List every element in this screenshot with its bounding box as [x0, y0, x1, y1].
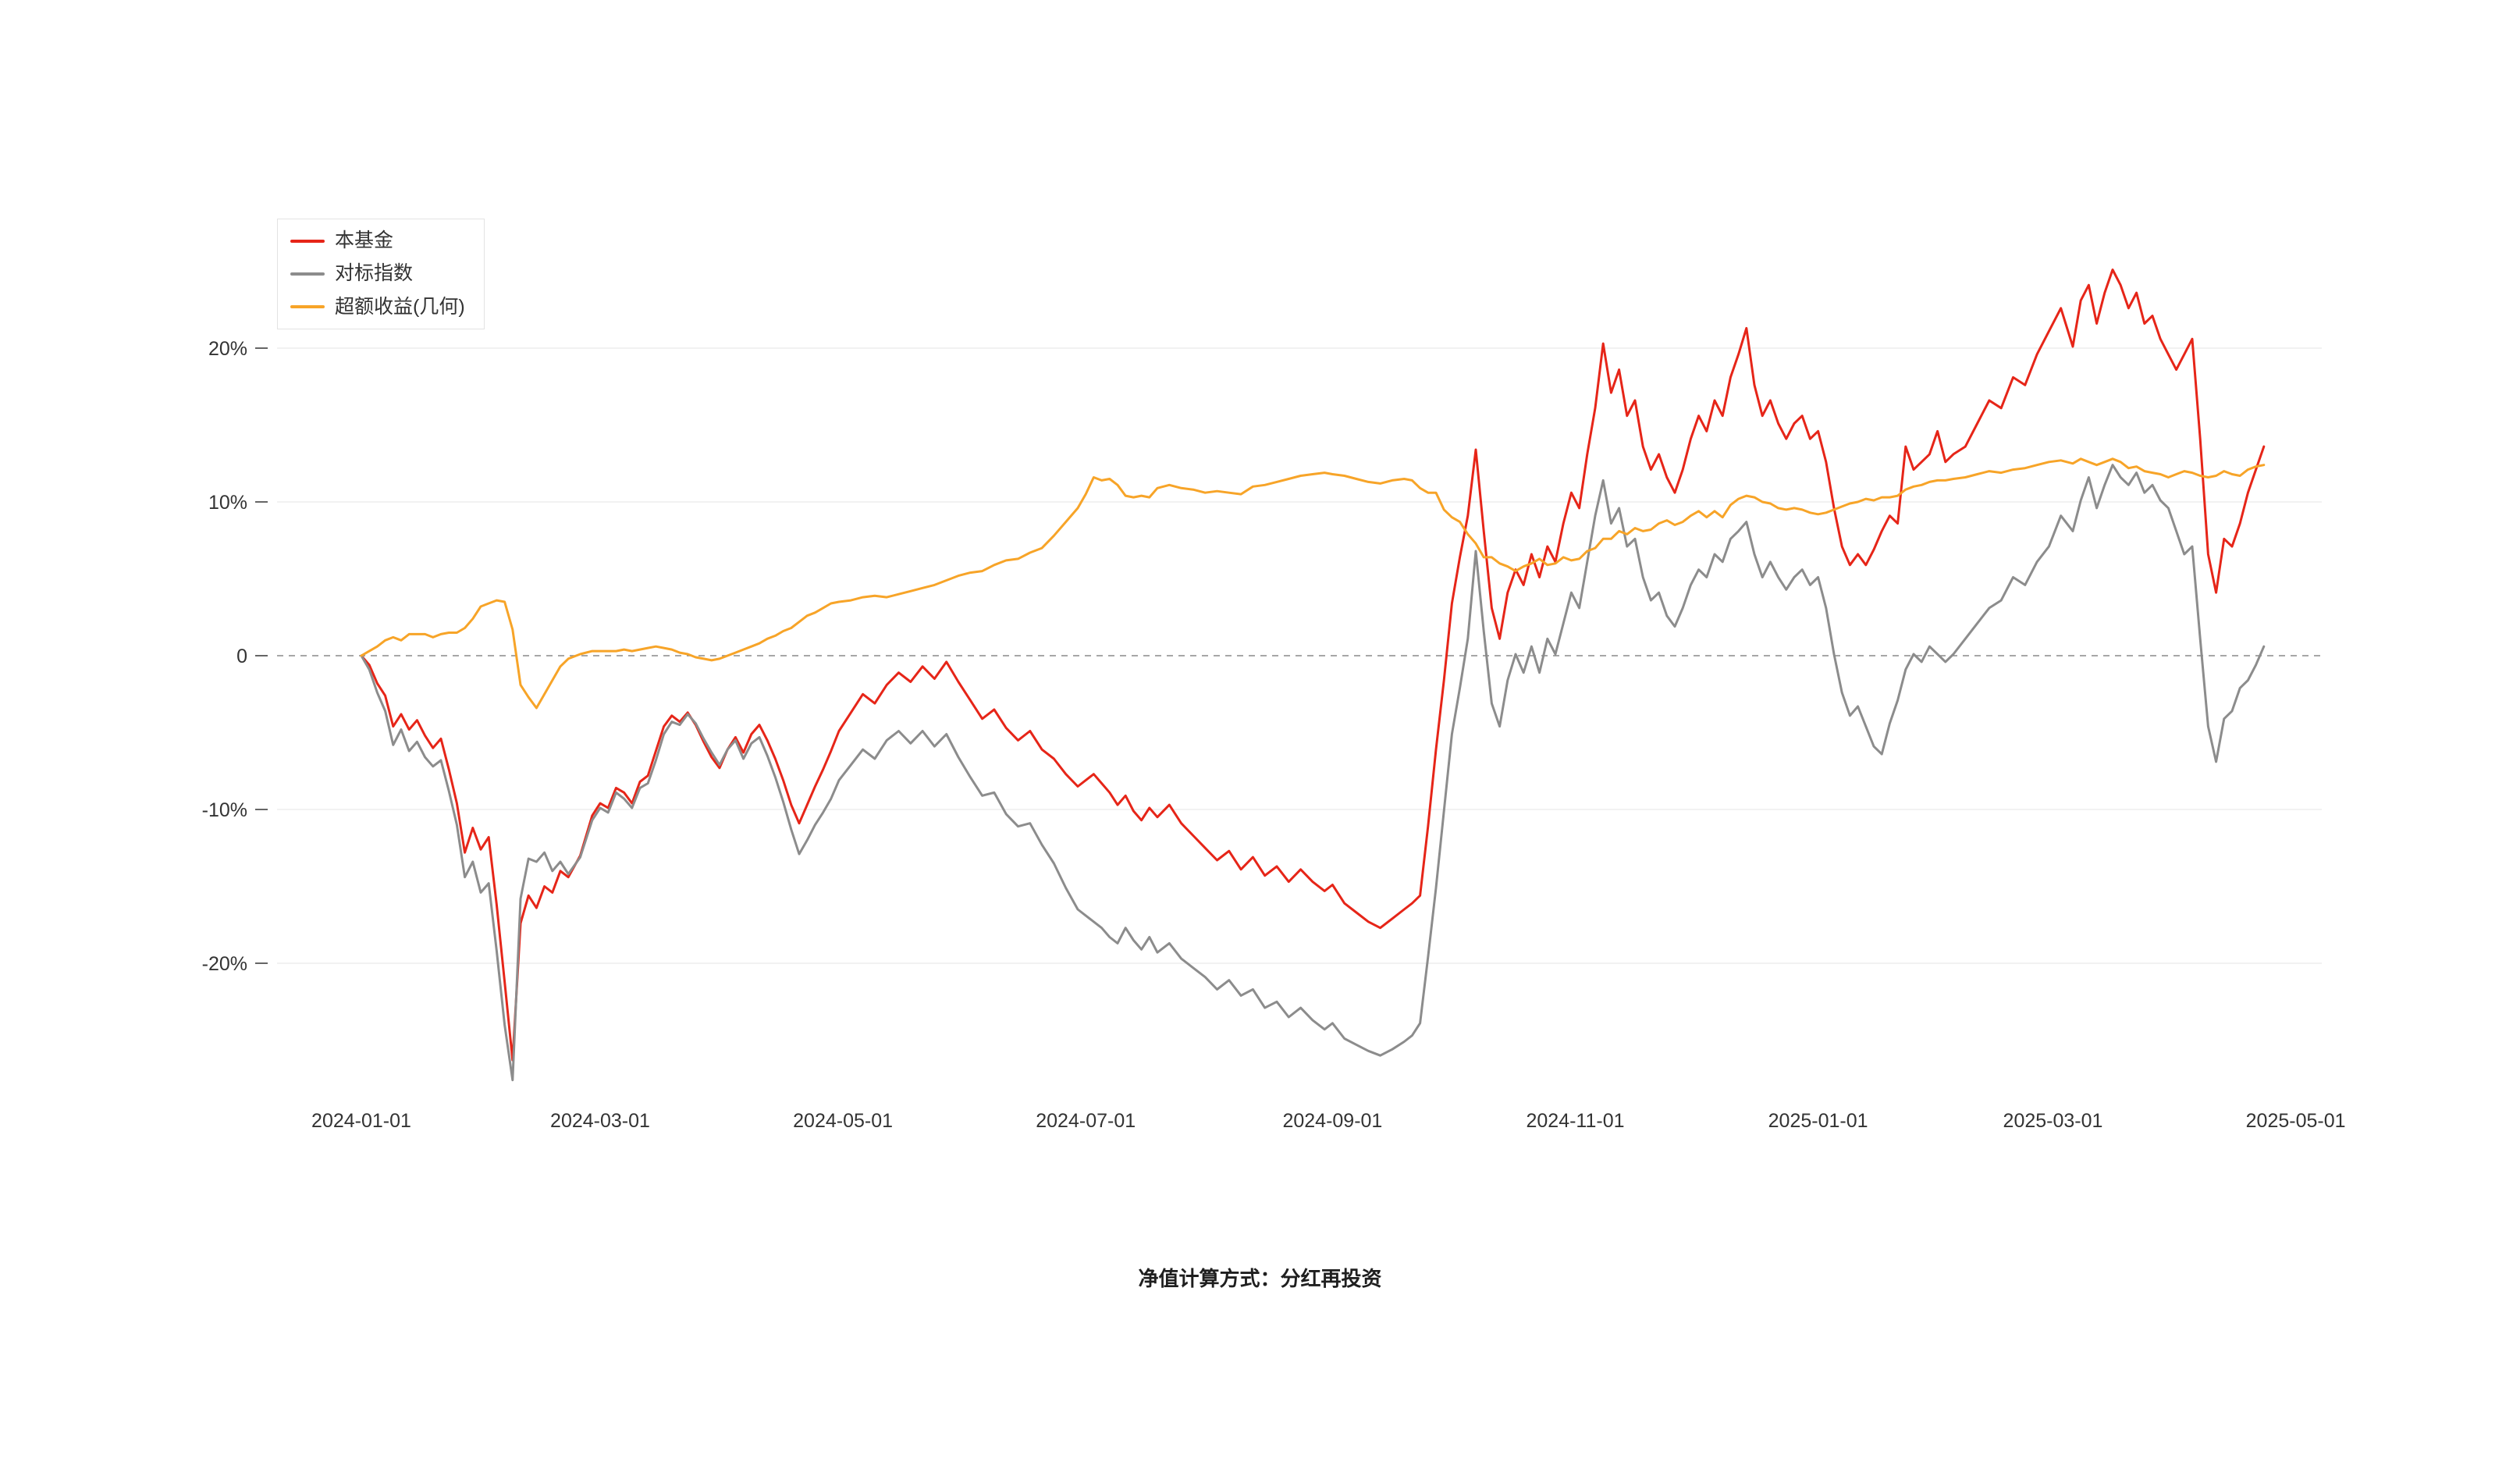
y-axis-label: 0 — [236, 646, 247, 667]
fund-line-swatch — [290, 239, 325, 243]
chart-legend: 本基金 对标指数 超额收益(几何) — [277, 219, 485, 329]
series-excess-line — [360, 457, 2266, 710]
legend-item-benchmark[interactable]: 对标指数 — [290, 261, 465, 286]
y-axis-label: 10% — [208, 492, 247, 514]
series-fund-line — [360, 269, 2266, 1062]
y-axis-label: 20% — [208, 338, 247, 360]
legend-item-fund[interactable]: 本基金 — [290, 229, 465, 253]
legend-label-fund: 本基金 — [335, 229, 394, 251]
x-axis-label: 2024-09-01 — [1282, 1110, 1382, 1132]
legend-label-excess: 超额收益(几何) — [335, 295, 465, 318]
x-axis-label: 2025-01-01 — [1768, 1110, 1868, 1132]
excess-line-swatch — [290, 305, 325, 309]
nav-calculation-note: 净值计算方式：分红再投资 — [1138, 1267, 1382, 1290]
x-axis-label: 2024-11-01 — [1526, 1110, 1624, 1132]
x-axis-label: 2024-01-01 — [311, 1110, 411, 1132]
x-axis-label: 2024-07-01 — [1036, 1110, 1136, 1132]
y-axis-label: -10% — [202, 799, 247, 821]
legend-label-benchmark: 对标指数 — [335, 262, 414, 285]
x-axis-label: 2025-03-01 — [2003, 1110, 2103, 1132]
series-benchmark-line — [360, 464, 2266, 1082]
x-axis-label: 2025-05-01 — [2246, 1110, 2346, 1132]
x-axis-label: 2024-05-01 — [793, 1110, 893, 1132]
legend-item-excess[interactable]: 超额收益(几何) — [290, 295, 465, 319]
x-axis-label: 2024-03-01 — [550, 1110, 650, 1132]
y-axis-label: -20% — [202, 953, 247, 975]
benchmark-line-swatch — [290, 272, 325, 276]
